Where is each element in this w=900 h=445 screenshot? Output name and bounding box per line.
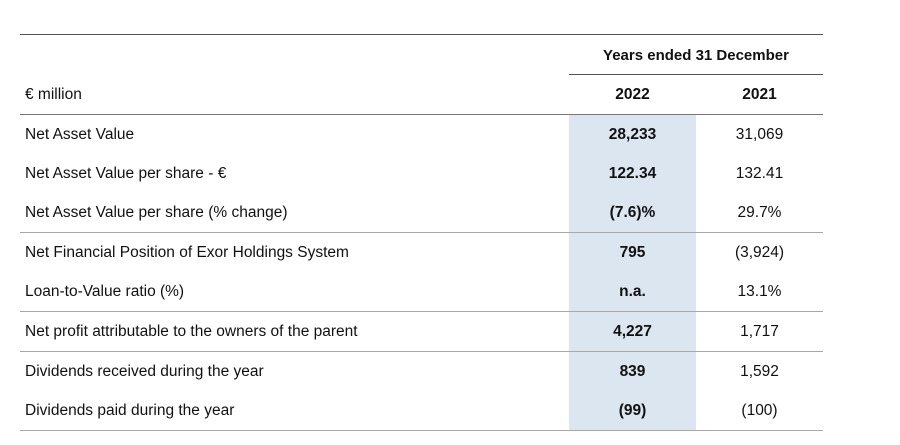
- table-row: Net profit attributable to the owners of…: [20, 312, 823, 351]
- header-bottom-rule: [20, 114, 823, 115]
- column-header-2022: 2022: [615, 85, 650, 103]
- row-label: Net Asset Value per share - €: [25, 164, 227, 182]
- financial-summary-table: Years ended 31 December € million 2022 2…: [20, 34, 823, 431]
- value-2021: 13.1%: [737, 282, 782, 300]
- value-2022: 122.34: [569, 154, 696, 193]
- value-2022: 4,227: [569, 312, 696, 351]
- value-2022: 28,233: [569, 115, 696, 154]
- row-label: Loan-to-Value ratio (%): [25, 282, 185, 300]
- table-row: Dividends paid during the year (99) (100…: [20, 391, 823, 430]
- table-row: Net Asset Value 28,233 31,069: [20, 115, 823, 154]
- table-row: Net Financial Position of Exor Holdings …: [20, 233, 823, 272]
- period-header-row: Years ended 31 December: [20, 35, 823, 75]
- row-label: Net Asset Value per share (% change): [25, 203, 288, 221]
- value-2021: 1,592: [740, 362, 779, 380]
- row-label: Net profit attributable to the owners of…: [25, 322, 358, 340]
- table-row: Net Asset Value per share (% change) (7.…: [20, 193, 823, 232]
- value-2021: 29.7%: [737, 203, 782, 221]
- row-divider: [20, 232, 823, 233]
- value-2022: n.a.: [569, 272, 696, 311]
- value-2022: (99): [569, 391, 696, 430]
- value-2022: 839: [569, 352, 696, 391]
- value-2021: 31,069: [735, 125, 784, 143]
- row-divider: [20, 311, 823, 312]
- value-2022: (7.6)%: [569, 193, 696, 232]
- table-row: Loan-to-Value ratio (%) n.a. 13.1%: [20, 272, 823, 311]
- table-top-rule: [20, 34, 823, 35]
- table-row: Dividends received during the year 839 1…: [20, 352, 823, 391]
- table-row: Net Asset Value per share - € 122.34 132…: [20, 154, 823, 193]
- value-2021: 1,717: [740, 322, 779, 340]
- value-2021: (100): [741, 401, 778, 419]
- period-header: Years ended 31 December: [603, 46, 789, 64]
- row-label: Dividends paid during the year: [25, 401, 235, 419]
- row-label: Net Asset Value: [25, 125, 135, 143]
- row-divider: [20, 351, 823, 352]
- value-2021: 132.41: [735, 164, 784, 182]
- period-header-rule: [569, 74, 823, 75]
- value-2022: 795: [569, 233, 696, 272]
- column-header-row: € million 2022 2021: [20, 75, 823, 114]
- row-label: Dividends received during the year: [25, 362, 264, 380]
- table-bottom-rule: [20, 430, 823, 431]
- column-header-2021: 2021: [742, 85, 777, 103]
- row-label: Net Financial Position of Exor Holdings …: [25, 243, 349, 261]
- value-2021: (3,924): [734, 243, 785, 261]
- unit-label: € million: [25, 85, 82, 103]
